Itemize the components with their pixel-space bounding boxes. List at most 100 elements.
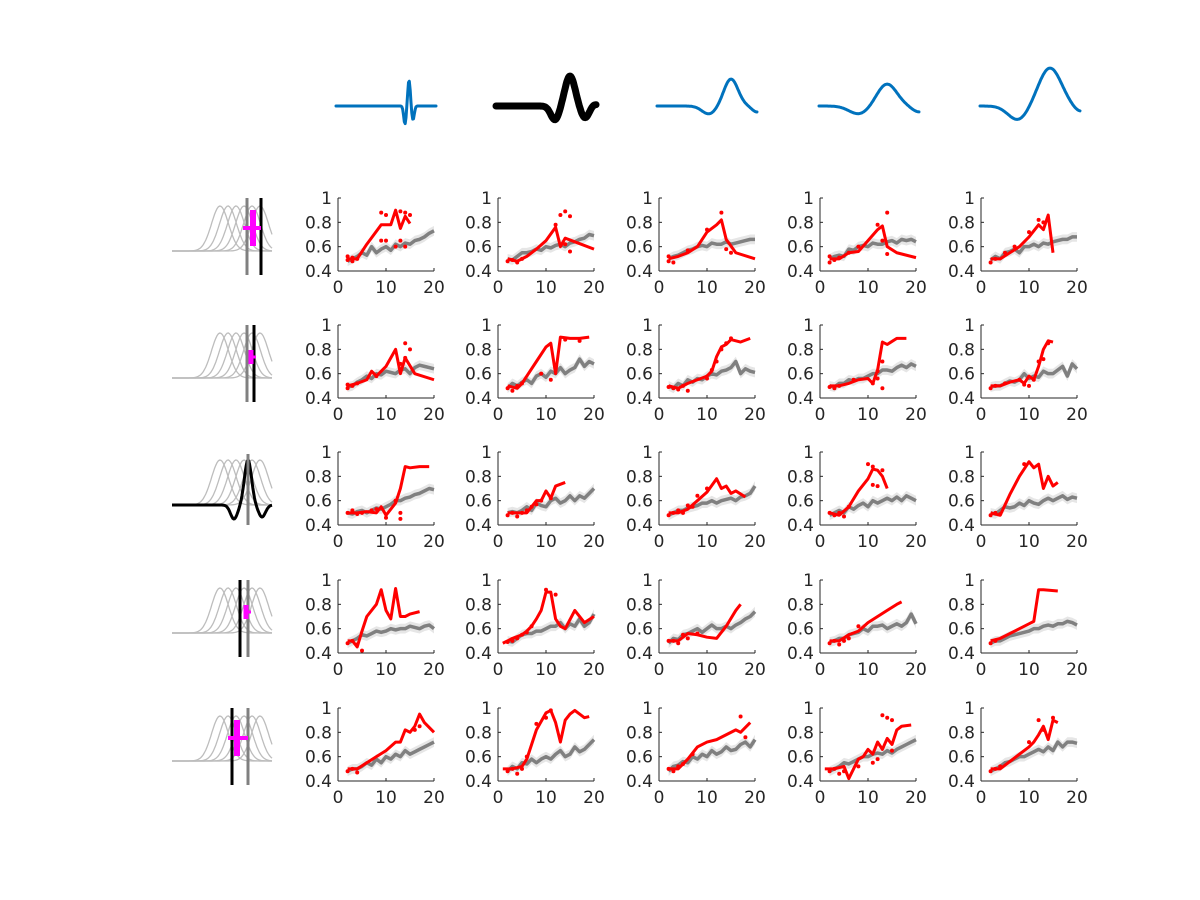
x-tick-label: 20 (583, 532, 605, 552)
y-tick-label: 0.4 (948, 389, 975, 409)
baseline-band (668, 606, 755, 649)
y-tick-label: 0.4 (948, 644, 975, 664)
data-point (842, 514, 846, 519)
y-tick-label: 0.4 (305, 516, 332, 536)
data-point (384, 238, 388, 243)
panel-r1-c5: 0.40.60.810 10 20 (948, 189, 1088, 298)
y-tick-label: 0.6 (305, 365, 332, 385)
data-point (534, 721, 539, 726)
y-tick-label: 1 (321, 316, 332, 336)
x-tick-label: 20 (423, 278, 445, 298)
x-tick-label: 0 (976, 405, 987, 425)
x-tick-label: 20 (905, 405, 927, 425)
data-point (398, 238, 403, 243)
baseline-line (989, 740, 1078, 773)
data-point (355, 770, 360, 775)
panel-r1-c3: 0.40.60.810 10 20 (626, 189, 766, 298)
y-tick-label: 0.6 (305, 492, 332, 512)
data-point (870, 381, 875, 386)
data-point (890, 748, 894, 753)
x-tick-label: 0 (654, 788, 665, 808)
baseline-line (507, 232, 595, 262)
y-tick-label: 1 (321, 571, 332, 591)
y-tick-label: 0.8 (948, 213, 975, 233)
x-tick-label: 20 (583, 788, 605, 808)
header-waveform-3 (655, 77, 759, 116)
x-tick-label: 20 (423, 532, 445, 552)
data-point (671, 386, 676, 391)
data-point (827, 260, 832, 265)
y-tick-label: 0.6 (948, 365, 975, 385)
data-point (384, 213, 388, 218)
y-tick-label: 0.4 (787, 389, 814, 409)
data-point (719, 347, 724, 352)
y-tick-label: 0.8 (305, 340, 332, 360)
data-point (690, 752, 695, 757)
x-tick-label: 10 (696, 660, 718, 680)
data-point (398, 510, 403, 515)
model-line (668, 336, 751, 390)
panel-r3-c4: 0.40.60.810 10 20 (787, 443, 927, 552)
x-tick-label: 0 (976, 788, 987, 808)
data-point (510, 258, 515, 263)
data-point (729, 250, 733, 255)
y-tick-label: 0.4 (948, 262, 975, 282)
data-point (417, 724, 422, 729)
x-tick-label: 20 (1066, 532, 1088, 552)
x-tick-label: 20 (744, 660, 766, 680)
data-point (671, 260, 676, 265)
data-point (695, 631, 700, 636)
y-tick-label: 0.8 (787, 213, 814, 233)
panel-r3-c2: 0.40.60.810 10 20 (465, 443, 605, 552)
data-point (998, 512, 1003, 517)
model-line (990, 718, 1059, 771)
data-point (408, 213, 412, 218)
data-point (577, 338, 582, 343)
panel-r3-c3: 0.40.60.810 10 20 (626, 443, 766, 552)
data-point (885, 210, 890, 215)
y-tick-label: 0.6 (626, 365, 653, 385)
y-tick-label: 0.8 (626, 595, 653, 615)
y-tick-label: 0.8 (787, 467, 814, 487)
x-tick-label: 20 (583, 660, 605, 680)
data-point (709, 368, 714, 373)
x-tick-label: 0 (654, 405, 665, 425)
y-tick-label: 0.8 (305, 595, 332, 615)
x-tick-label: 20 (905, 532, 927, 552)
x-tick-label: 0 (654, 660, 665, 680)
panel-r2-c1: 0.40.60.810 10 20 (305, 316, 445, 425)
x-tick-label: 0 (333, 660, 344, 680)
data-point (681, 761, 685, 766)
data-point (690, 504, 695, 509)
y-tick-label: 1 (803, 699, 814, 719)
model-line (347, 712, 436, 771)
baseline-line (667, 738, 757, 773)
y-tick-label: 0.6 (787, 492, 814, 512)
data-point (355, 256, 360, 261)
y-tick-label: 0.6 (626, 492, 653, 512)
data-point (880, 238, 885, 243)
y-tick-label: 0.6 (465, 365, 492, 385)
data-point (875, 222, 880, 227)
data-point (1027, 230, 1031, 235)
data-point (505, 513, 510, 518)
data-point (1027, 383, 1031, 388)
y-tick-label: 1 (964, 189, 975, 209)
data-point (505, 640, 510, 645)
data-point (350, 638, 355, 643)
data-point (563, 337, 568, 342)
data-point (374, 374, 379, 379)
panel-r1-c1: 0.40.60.810 10 20 (305, 189, 445, 298)
x-tick-label: 0 (654, 278, 665, 298)
x-tick-label: 10 (375, 660, 397, 680)
panel-grid: 0.40.60.810 10 200.40.60.810 10 200.40.60.81… (305, 189, 1088, 808)
data-point (880, 359, 885, 364)
family-curve (172, 715, 273, 762)
panel-r5-c1: 0.40.60.810 10 20 (305, 699, 445, 808)
data-point (505, 386, 510, 391)
model-line (668, 477, 747, 515)
y-tick-label: 0.4 (787, 516, 814, 536)
y-tick-label: 0.8 (948, 723, 975, 743)
y-tick-label: 0.4 (465, 772, 492, 792)
